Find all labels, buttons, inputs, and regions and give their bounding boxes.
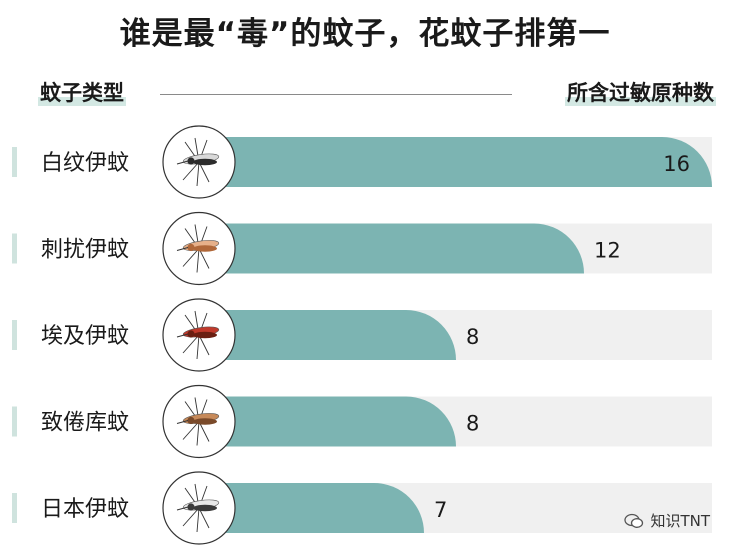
mosquito-leg — [182, 248, 200, 267]
wechat-icon — [624, 513, 644, 528]
mosquito-icon — [162, 384, 236, 459]
mosquito-leg — [196, 334, 200, 360]
category-marker — [12, 147, 17, 177]
mosquito-leg — [198, 248, 210, 269]
mosquito-proboscis — [176, 506, 189, 511]
category-marker — [12, 233, 17, 264]
category-marker — [12, 406, 17, 437]
mosquito-leg — [182, 161, 200, 181]
mosquito-leg — [196, 248, 200, 273]
mosquito-leg — [198, 161, 210, 183]
category-marker — [12, 493, 17, 523]
mosquito-leg — [198, 507, 210, 529]
mosquito-body — [193, 504, 217, 512]
watermark: 知识TNT — [624, 510, 710, 531]
mosquito-proboscis — [176, 160, 189, 165]
bar — [200, 137, 712, 187]
mosquito-body — [193, 158, 217, 166]
category-label: 致倦库蚊 — [41, 411, 129, 436]
mosquito-leg — [196, 161, 200, 187]
mosquito-head — [187, 157, 195, 165]
category-label: 日本伊蚊 — [41, 497, 129, 522]
mosquito-icon — [162, 125, 236, 199]
mosquito-icon — [162, 298, 236, 372]
category-header: 蚊子类型 — [38, 80, 126, 106]
category-marker — [12, 320, 17, 350]
mosquito-head — [187, 330, 195, 338]
mosquito-leg — [182, 421, 200, 440]
mosquito-body — [193, 331, 217, 339]
mosquito-leg — [196, 507, 200, 533]
value-label: 16 — [663, 152, 690, 176]
mosquito-proboscis — [176, 247, 189, 251]
bar — [200, 396, 456, 447]
mosquito-leg — [198, 421, 210, 442]
value-label: 8 — [466, 412, 479, 436]
value-label: 8 — [466, 325, 479, 349]
mosquito-leg — [182, 507, 200, 527]
mosquito-proboscis — [176, 420, 189, 424]
mosquito-leg — [198, 334, 210, 356]
chart-title: 谁是最“毒”的蚊子，花蚊子排第一 — [119, 16, 611, 52]
bar — [200, 223, 584, 274]
mosquito-icon — [162, 471, 236, 545]
header-divider — [160, 94, 512, 95]
bar — [200, 310, 456, 360]
mosquito-leg — [196, 421, 200, 446]
mosquito-head — [187, 243, 195, 252]
category-label: 刺扰伊蚊 — [41, 238, 129, 263]
value-header: 所含过敏原种数 — [565, 80, 716, 106]
mosquito-body — [193, 418, 217, 425]
mosquito-body — [193, 245, 217, 252]
mosquito-icon — [162, 211, 236, 286]
value-label: 12 — [594, 239, 621, 263]
value-label: 7 — [434, 498, 447, 522]
mosquito-head — [187, 503, 195, 511]
mosquito-head — [187, 416, 195, 425]
category-label: 白纹伊蚊 — [41, 151, 129, 176]
watermark-text: 知识TNT — [650, 512, 710, 530]
bar — [200, 483, 424, 533]
mosquito-leg — [182, 334, 200, 354]
mosquito-proboscis — [176, 333, 189, 338]
category-label: 埃及伊蚊 — [41, 324, 129, 349]
